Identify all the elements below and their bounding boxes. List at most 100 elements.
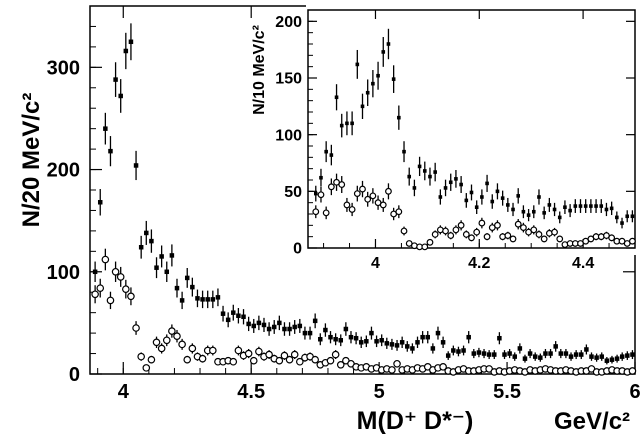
main-ylabel: N/20 MeV/c²: [18, 93, 45, 228]
data-point-open: [311, 355, 319, 364]
data-point-open: [478, 219, 486, 227]
data-point-open: [348, 206, 356, 213]
data-point-open: [234, 346, 243, 355]
data-point-open: [551, 228, 558, 236]
data-point-filled: [369, 330, 374, 336]
data-point-filled: [133, 163, 139, 168]
data-point-filled: [420, 334, 425, 340]
data-point-filled: [174, 285, 180, 291]
data-point-filled: [537, 195, 541, 199]
data-point-filled: [619, 354, 625, 359]
data-point-open: [173, 332, 181, 340]
y-tick-label: 100: [47, 262, 80, 284]
data-point-filled: [443, 186, 448, 190]
data-point-open: [494, 221, 501, 229]
data-point-filled: [466, 334, 471, 340]
data-point-filled: [313, 191, 318, 196]
data-point-filled: [500, 196, 505, 200]
data-point-filled: [402, 149, 406, 154]
data-point-filled: [538, 355, 543, 360]
main-xlabel: M(D⁺ D*⁻): [357, 407, 474, 435]
data-point-filled: [190, 284, 195, 290]
data-point-open: [556, 235, 564, 243]
x-tick-label: 5: [374, 381, 385, 403]
data-point-filled: [476, 350, 482, 355]
data-point-open: [452, 226, 460, 234]
data-point-filled: [522, 356, 528, 361]
data-point-filled: [246, 321, 251, 327]
data-point-open: [520, 224, 527, 232]
data-point-filled: [159, 254, 164, 259]
data-point-open: [111, 267, 120, 276]
data-point-open: [280, 351, 289, 360]
main-plot-points: [91, 23, 637, 376]
data-point-filled: [358, 340, 364, 345]
data-point-open: [535, 230, 543, 238]
data-point-open: [142, 364, 151, 372]
data-point-filled: [394, 343, 400, 348]
data-point-filled: [557, 215, 562, 220]
data-point-filled: [425, 334, 430, 340]
data-point-filled: [154, 265, 159, 270]
data-point-open: [369, 192, 377, 200]
data-point-open: [188, 344, 197, 353]
data-point-open: [91, 290, 99, 299]
x-tick-label: 4: [371, 255, 380, 272]
data-point-filled: [307, 330, 313, 336]
data-point-filled: [339, 123, 344, 128]
data-point-filled: [435, 330, 441, 336]
y-tick-label: 100: [275, 127, 302, 144]
data-point-open: [457, 221, 465, 229]
data-point-filled: [511, 207, 515, 212]
data-point-filled: [448, 180, 453, 185]
data-point-filled: [256, 320, 262, 326]
data-point-filled: [527, 351, 533, 356]
data-point-open: [290, 350, 299, 359]
data-point-filled: [118, 93, 123, 99]
data-point-filled: [490, 199, 495, 204]
data-point-filled: [128, 39, 134, 45]
data-point-filled: [302, 330, 308, 336]
data-point-filled: [353, 335, 359, 341]
data-point-filled: [195, 296, 200, 301]
data-point-filled: [492, 352, 497, 357]
data-point-open: [317, 191, 325, 199]
data-point-filled: [547, 203, 552, 207]
data-point-filled: [599, 354, 604, 359]
data-point-filled: [451, 348, 456, 353]
data-point-filled: [481, 351, 487, 356]
data-point-filled: [532, 354, 538, 359]
data-point-filled: [573, 352, 579, 357]
data-point-filled: [480, 195, 484, 199]
data-point-open: [229, 357, 238, 366]
data-point-filled: [333, 336, 338, 342]
data-point-filled: [464, 198, 469, 203]
inset-axis-ticks: 4 4.2 4.4 0 50 100 150 200: [275, 9, 636, 272]
data-point-open: [629, 237, 636, 245]
data-point-filled: [215, 295, 221, 300]
data-point-filled: [583, 204, 588, 208]
data-point-filled: [589, 354, 594, 359]
data-point-filled: [485, 181, 489, 186]
data-point-filled: [381, 50, 386, 54]
data-point-filled: [578, 204, 583, 208]
data-point-filled: [469, 190, 474, 195]
data-point-open: [442, 227, 449, 235]
data-point-filled: [200, 297, 205, 302]
data-point-filled: [563, 351, 569, 356]
data-point-open: [431, 230, 439, 238]
data-point-filled: [568, 208, 572, 213]
y-tick-label: 200: [47, 160, 80, 182]
data-point-filled: [521, 209, 526, 214]
data-point-filled: [251, 323, 257, 329]
data-point-open: [400, 227, 408, 235]
data-point-open: [327, 183, 335, 191]
data-point-filled: [324, 149, 328, 154]
data-point-open: [249, 356, 258, 365]
data-point-open: [395, 208, 403, 216]
data-point-filled: [355, 62, 360, 67]
data-point-filled: [103, 126, 108, 131]
data-point-open: [209, 346, 217, 355]
data-point-filled: [345, 121, 349, 126]
